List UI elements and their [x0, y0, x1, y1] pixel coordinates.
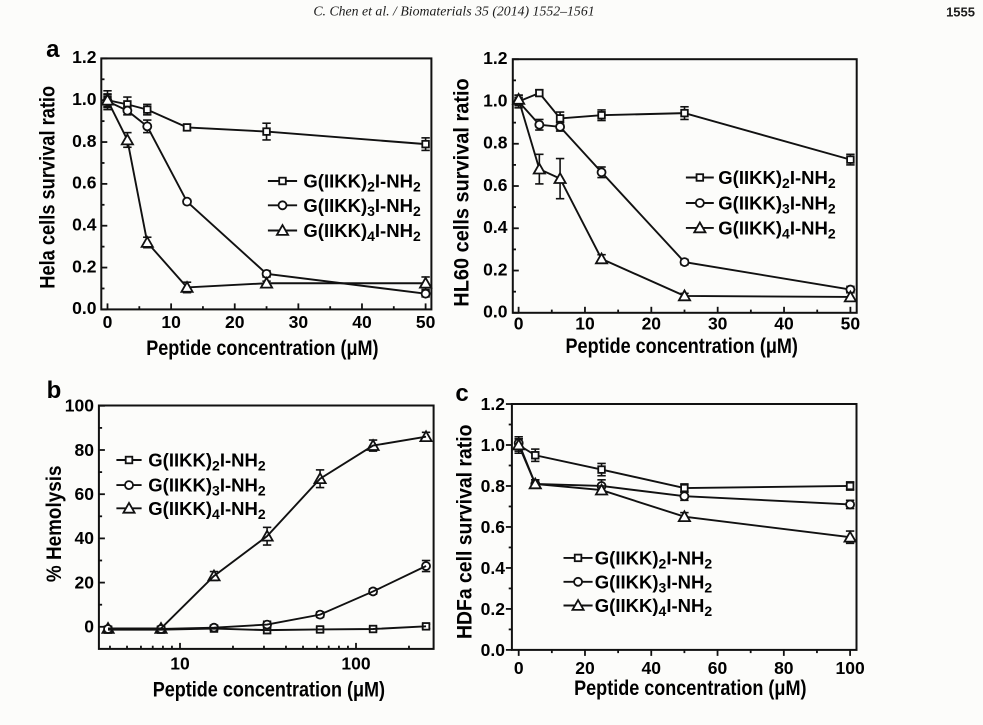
svg-text:50: 50: [416, 312, 436, 332]
svg-text:G(IIKK)2I-NH2: G(IIKK)2I-NH2: [595, 547, 713, 571]
svg-text:0.6: 0.6: [481, 517, 506, 537]
svg-text:G(IIKK)3I-NH2: G(IIKK)3I-NH2: [595, 571, 713, 595]
svg-text:G(IIKK)4I-NH2: G(IIKK)4I-NH2: [595, 595, 713, 619]
svg-text:G(IIKK)2I-NH2: G(IIKK)2I-NH2: [303, 171, 421, 195]
svg-text:0.0: 0.0: [483, 302, 508, 322]
svg-text:80: 80: [774, 658, 794, 678]
svg-text:10: 10: [575, 314, 595, 334]
svg-text:G(IIKK)2I-NH2: G(IIKK)2I-NH2: [148, 450, 266, 474]
svg-text:Peptide concentration (μM): Peptide concentration (μM): [574, 676, 806, 700]
svg-text:100: 100: [341, 654, 370, 674]
svg-text:0.4: 0.4: [72, 215, 97, 235]
svg-text:60: 60: [75, 484, 95, 504]
svg-text:40: 40: [352, 312, 372, 332]
svg-text:0.2: 0.2: [483, 259, 508, 279]
svg-text:0.6: 0.6: [72, 173, 97, 193]
svg-text:30: 30: [289, 312, 309, 332]
svg-text:0.0: 0.0: [72, 298, 97, 318]
svg-text:G(IIKK)4I-NH2: G(IIKK)4I-NH2: [148, 498, 266, 522]
svg-text:a: a: [46, 36, 60, 63]
svg-text:40: 40: [642, 658, 662, 678]
svg-text:10: 10: [161, 312, 181, 332]
svg-text:0.2: 0.2: [72, 256, 97, 276]
svg-text:100: 100: [65, 396, 94, 416]
svg-text:% Hemolysis: % Hemolysis: [43, 466, 66, 583]
svg-text:1.0: 1.0: [481, 435, 506, 455]
svg-text:50: 50: [841, 314, 861, 334]
svg-text:1.0: 1.0: [483, 90, 508, 110]
svg-text:20: 20: [75, 572, 95, 592]
svg-text:0: 0: [84, 617, 94, 637]
svg-text:10: 10: [170, 654, 190, 674]
svg-text:G(IIKK)3I-NH2: G(IIKK)3I-NH2: [303, 195, 421, 219]
svg-text:0.8: 0.8: [483, 133, 508, 153]
svg-text:20: 20: [225, 312, 245, 332]
svg-text:Peptide concentration (μM): Peptide concentration (μM): [566, 334, 798, 358]
svg-text:40: 40: [75, 528, 95, 548]
svg-text:G(IIKK)4I-NH2: G(IIKK)4I-NH2: [303, 220, 421, 244]
svg-text:HDFa cell survival ratio: HDFa cell survival ratio: [452, 425, 476, 639]
svg-text:Peptide concentration (μM): Peptide concentration (μM): [146, 337, 378, 361]
svg-text:0.4: 0.4: [483, 217, 508, 237]
svg-text:0.6: 0.6: [483, 175, 508, 195]
svg-text:G(IIKK)4I-NH2: G(IIKK)4I-NH2: [718, 217, 836, 241]
svg-text:1.2: 1.2: [481, 394, 506, 414]
svg-text:0.8: 0.8: [72, 131, 97, 151]
svg-text:0.2: 0.2: [481, 599, 506, 619]
svg-text:1.2: 1.2: [72, 47, 97, 67]
svg-text:0.8: 0.8: [481, 476, 506, 496]
svg-text:G(IIKK)3I-NH2: G(IIKK)3I-NH2: [148, 475, 266, 499]
svg-text:30: 30: [708, 314, 728, 334]
svg-text:0.0: 0.0: [481, 640, 506, 660]
svg-text:G(IIKK)3I-NH2: G(IIKK)3I-NH2: [718, 193, 836, 217]
svg-text:C. Chen et al. / Biomaterials: C. Chen et al. / Biomaterials 35 (2014) …: [313, 3, 594, 19]
svg-text:G(IIKK)2I-NH2: G(IIKK)2I-NH2: [718, 167, 836, 191]
svg-text:20: 20: [575, 658, 595, 678]
svg-text:0.4: 0.4: [481, 558, 506, 578]
svg-text:80: 80: [75, 440, 95, 460]
svg-text:0: 0: [514, 658, 524, 678]
svg-text:40: 40: [774, 314, 794, 334]
svg-text:20: 20: [642, 314, 662, 334]
svg-text:0: 0: [103, 312, 113, 332]
svg-text:HL60 cells survival ratio: HL60 cells survival ratio: [450, 78, 474, 306]
svg-text:b: b: [47, 377, 62, 404]
svg-text:c: c: [455, 380, 468, 407]
svg-text:60: 60: [708, 658, 728, 678]
svg-text:0: 0: [514, 314, 524, 334]
svg-text:1.0: 1.0: [72, 89, 97, 109]
svg-text:1.2: 1.2: [483, 48, 508, 68]
svg-text:100: 100: [835, 658, 864, 678]
svg-text:Peptide concentration (μM): Peptide concentration (μM): [153, 678, 385, 702]
svg-text:Hela cells survival ratio: Hela cells survival ratio: [36, 86, 60, 289]
svg-text:1555: 1555: [946, 4, 975, 19]
